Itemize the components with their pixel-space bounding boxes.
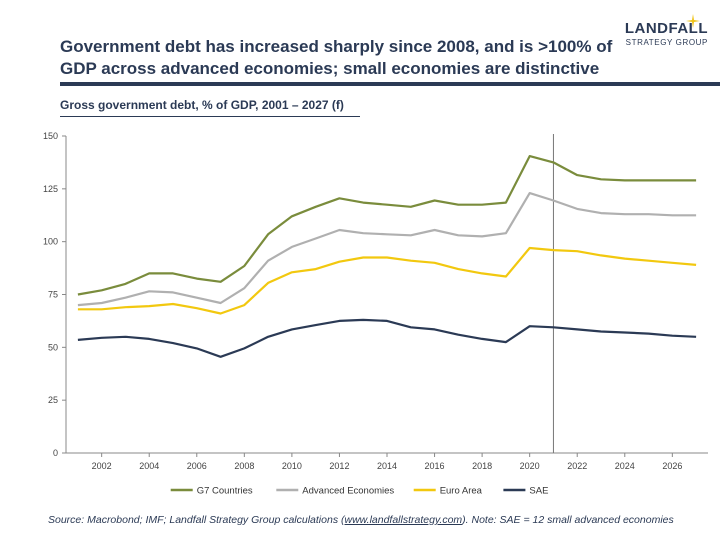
y-tick-label: 25 [48,395,58,405]
legend-label: Advanced Economies [302,486,394,497]
series-line [77,155,697,296]
x-tick-label: 2024 [615,461,635,471]
source-prefix: Source: Macrobond; IMF; Landfall Strateg… [48,514,345,526]
subtitle-rule [60,116,360,117]
series-line [77,246,697,315]
x-tick-label: 2014 [377,461,397,471]
logo-main-text: LANDFALL [624,20,708,37]
y-tick-label: 125 [43,184,58,194]
legend-label: Euro Area [440,486,483,497]
y-tick-label: 75 [48,290,58,300]
legend-label: SAE [529,486,548,497]
debt-line-chart: 0 25 50 75 100 125 150 2002 2004 2006 2008 2010 2012… [43,131,708,497]
x-tick-label: 2020 [520,461,540,471]
source-note: Source: Macrobond; IMF; Landfall Strateg… [48,514,720,526]
headline: Government debt has increased sharply si… [60,37,613,78]
x-tick-label: 2018 [472,461,492,471]
x-tick-label: 2026 [662,461,682,471]
legend-label: G7 Countries [197,486,253,497]
chart-title: Gross government debt, % of GDP, 2001 – … [60,98,344,112]
x-tick-label: 2006 [187,461,207,471]
x-tick-label: 2022 [567,461,587,471]
series-line [77,192,697,307]
logo-sub-text: STRATEGY GROUP [625,38,708,47]
x-tick-label: 2016 [425,461,445,471]
source-link[interactable]: www.landfallstrategy.com [344,514,463,526]
y-tick-label: 50 [48,342,58,352]
y-tick-label: 150 [43,131,58,141]
series-line [77,318,697,358]
x-tick-label: 2012 [329,461,349,471]
source-suffix: ). Note: SAE = 12 small advanced economi… [462,514,674,526]
x-tick-label: 2008 [234,461,254,471]
logo: LANDFALL STRATEGY GROUP [608,14,708,47]
y-tick-label: 0 [53,448,58,458]
x-tick-label: 2010 [282,461,302,471]
star-icon [686,14,700,28]
y-tick-label: 100 [43,237,58,247]
x-tick-label: 2004 [139,461,159,471]
header-rule [60,82,720,86]
x-tick-label: 2002 [92,461,112,471]
